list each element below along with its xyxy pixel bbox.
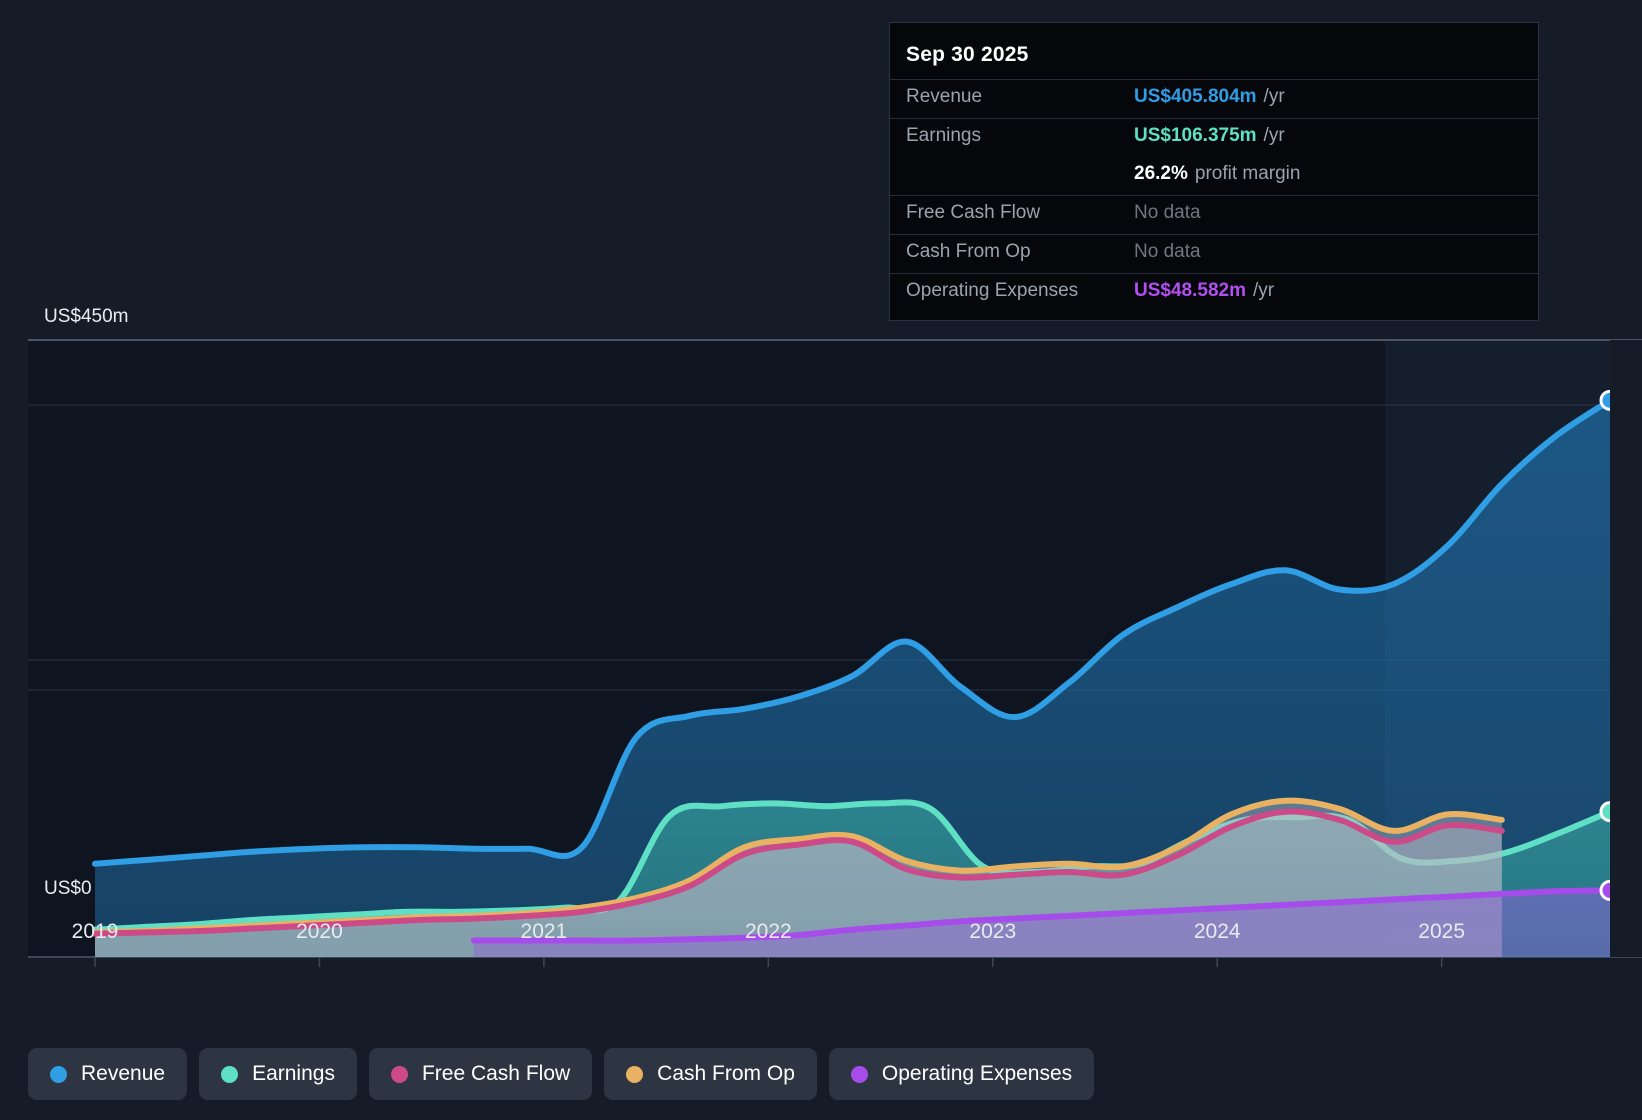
legend-item-earnings[interactable]: Earnings xyxy=(199,1048,357,1100)
data-tooltip-panel: Sep 30 2025 Revenue US$405.804m/yr Earning… xyxy=(889,22,1539,321)
chart-legend: Revenue Earnings Free Cash Flow Cash From O… xyxy=(28,1048,1095,1100)
tooltip-rows: Revenue US$405.804m/yr Earnings US$106.375m… xyxy=(890,79,1538,312)
x-axis-label: 2023 xyxy=(969,920,1017,943)
tooltip-row-label: Free Cash Flow xyxy=(906,202,1041,223)
legend-item-label: Operating Expenses xyxy=(881,1062,1073,1085)
x-axis-label: 2024 xyxy=(1193,920,1241,943)
tooltip-row-label: Cash From Op xyxy=(906,241,1031,262)
tooltip-row-label: Revenue xyxy=(906,86,983,107)
tooltip-row: Cash From Op No data xyxy=(890,234,1538,273)
tooltip-row-value: 26.2% profit margin xyxy=(1134,163,1301,184)
tooltip-row: Earnings US$106.375m/yr xyxy=(890,118,1538,157)
tooltip-row-label: Operating Expenses xyxy=(906,280,1079,301)
legend-item-revenue[interactable]: Revenue xyxy=(28,1048,188,1100)
tooltip-date: Sep 30 2025 xyxy=(906,43,1029,66)
x-axis-label: 2019 xyxy=(71,920,119,943)
chart-area: US$450m US$0 xyxy=(0,300,1642,1000)
legend-item-free-cash-flow[interactable]: Free Cash Flow xyxy=(368,1048,593,1100)
legend-item-cash-from-op[interactable]: Cash From Op xyxy=(604,1048,817,1100)
tooltip-row: 26.2% profit margin xyxy=(890,157,1538,195)
legend-color-dot-icon xyxy=(850,1065,868,1083)
tooltip-row: Operating Expenses US$48.582m/yr xyxy=(890,273,1538,312)
x-axis-label: 2022 xyxy=(744,920,792,943)
legend-color-dot-icon xyxy=(626,1065,644,1083)
legend-item-label: Earnings xyxy=(252,1062,335,1085)
legend-item-operating-expenses[interactable]: Operating Expenses xyxy=(828,1048,1095,1100)
y-axis-max-label: US$450m xyxy=(44,306,129,327)
legend-color-dot-icon xyxy=(221,1065,239,1083)
tooltip-row-value: US$48.582m/yr xyxy=(1134,280,1275,301)
x-axis-label: 2020 xyxy=(296,920,343,943)
tooltip-row-value: No data xyxy=(1134,241,1201,262)
legend-color-dot-icon xyxy=(390,1065,408,1083)
legend-item-label: Free Cash Flow xyxy=(421,1062,571,1085)
tooltip-row-value: US$405.804m/yr xyxy=(1134,86,1285,107)
legend-item-label: Cash From Op xyxy=(657,1062,795,1085)
x-axis-label: 2021 xyxy=(520,920,568,943)
x-axis-label: 2025 xyxy=(1418,920,1466,943)
tooltip-row-label: Earnings xyxy=(906,125,981,146)
y-axis-zero-label: US$0 xyxy=(44,878,92,899)
legend-color-dot-icon xyxy=(50,1065,67,1083)
legend-item-label: Revenue xyxy=(81,1062,166,1085)
tooltip-row-value: US$106.375m/yr xyxy=(1134,125,1285,146)
financial-area-chart[interactable] xyxy=(0,300,1642,1000)
tooltip-row: Free Cash Flow No data xyxy=(890,195,1538,234)
x-axis-labels: 2019 2020 2021 2022 2023 2024 2025 xyxy=(0,920,1642,960)
tooltip-row: Revenue US$405.804m/yr xyxy=(890,79,1538,118)
tooltip-row-value: No data xyxy=(1134,202,1201,223)
series-operating-expenses xyxy=(470,887,1613,957)
